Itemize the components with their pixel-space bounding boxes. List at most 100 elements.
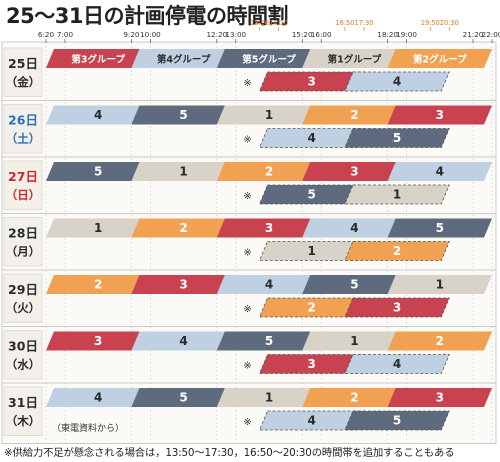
bar-label: 3 — [179, 278, 187, 292]
bar-label: 4 — [308, 131, 316, 145]
bar-label: 5 — [265, 334, 273, 348]
day-label-box — [3, 160, 43, 210]
day-label-box — [3, 217, 43, 267]
bar-label: 第3グループ — [71, 54, 125, 66]
bar-label: 5 — [179, 391, 187, 405]
outage-bar — [302, 275, 407, 294]
page-title: 25〜31日の計画停電の時間割 — [6, 4, 288, 28]
tick-label: 18:20 — [377, 30, 398, 39]
outage-bar — [46, 388, 151, 407]
bar-label: 5 — [308, 188, 316, 202]
bar-label: 3 — [436, 108, 444, 122]
bar-label: 4 — [179, 334, 187, 348]
outage-bar — [216, 275, 322, 294]
tick-label: 19:00 — [396, 30, 417, 39]
bar-label: 4 — [94, 108, 102, 122]
bar-label: 2 — [265, 165, 273, 179]
bar-label: 4 — [393, 357, 401, 371]
extra-outage-bar — [344, 410, 450, 431]
tick-label: 6:20 — [38, 30, 55, 39]
asterisk-mark: ※ — [243, 135, 251, 146]
extra-tick-label: 16:50 — [335, 19, 354, 27]
bar-label: 5 — [179, 108, 187, 122]
bar-label: 5 — [393, 131, 401, 145]
outage-bar — [302, 49, 407, 68]
outage-bar — [216, 331, 322, 351]
day-label-box — [3, 47, 43, 97]
tick-label: 15:20 — [292, 30, 313, 39]
outage-bar — [46, 162, 151, 181]
outage-bar — [302, 218, 407, 238]
bar-label: 4 — [308, 414, 316, 428]
extra-tick-label: 19:50 — [421, 19, 440, 27]
day-label-box — [3, 330, 43, 380]
tick-label: 12:20 — [206, 30, 227, 39]
outage-bar — [46, 275, 151, 294]
bar-label: 第5グループ — [242, 54, 296, 66]
bar-label: 3 — [94, 334, 102, 348]
extra-outage-bar — [344, 184, 450, 205]
day-weekday: （水） — [6, 358, 41, 372]
bar-label: 2 — [94, 278, 102, 292]
bar-label: 第2グループ — [413, 54, 467, 66]
outage-bar — [216, 388, 322, 407]
bar-label: 1 — [436, 278, 444, 292]
bar-label: 5 — [393, 414, 401, 428]
day-label-box — [3, 104, 43, 154]
day-weekday: （金） — [6, 75, 41, 89]
asterisk-mark: ※ — [243, 78, 251, 89]
bar-label: 3 — [265, 221, 273, 235]
bar-label: 5 — [94, 165, 102, 179]
outage-bar — [131, 218, 236, 238]
outage-bar — [387, 388, 492, 407]
outage-bar — [387, 218, 492, 238]
outage-bar — [46, 218, 151, 238]
outage-bar — [302, 388, 407, 407]
day-label-box — [3, 273, 43, 323]
extra-outage-bar — [344, 128, 450, 148]
outage-bar — [216, 105, 322, 125]
bar-label: 1 — [393, 188, 401, 202]
source-note: （東電資料から） — [52, 422, 124, 434]
footnote: ※供給力不足が懸念される場合は，13:50〜17:30，16:50〜20:30の… — [4, 447, 455, 459]
bar-label: 4 — [265, 278, 273, 292]
outage-bar — [131, 331, 236, 351]
extra-outage-bar — [344, 241, 450, 261]
day-date: 31日 — [8, 395, 38, 410]
bar-label: 5 — [350, 278, 358, 292]
bar-label: 3 — [308, 357, 316, 371]
asterisk-mark: ※ — [243, 304, 251, 315]
outage-bar — [131, 105, 236, 125]
bar-label: 4 — [436, 165, 444, 179]
day-date: 26日 — [8, 113, 38, 128]
bar-label: 3 — [393, 301, 401, 315]
day-weekday: （土） — [6, 132, 41, 146]
outage-bar — [387, 331, 492, 351]
outage-bar — [131, 388, 236, 407]
bar-label: 1 — [94, 221, 102, 235]
day-date: 28日 — [8, 226, 38, 241]
bar-label: 1 — [350, 334, 358, 348]
outage-bar — [387, 162, 492, 181]
day-date: 30日 — [8, 339, 38, 354]
extra-tick-label: 14:30 — [269, 19, 288, 27]
tick-label: 7:00 — [57, 30, 74, 39]
day-weekday: （日） — [6, 188, 41, 202]
outage-bar — [131, 162, 236, 181]
asterisk-mark: ※ — [243, 417, 251, 428]
outage-bar — [46, 49, 151, 68]
outage-bar — [302, 331, 407, 351]
outage-bar — [302, 105, 407, 125]
bar-label: 1 — [265, 108, 273, 122]
bar-label: 4 — [350, 221, 358, 235]
asterisk-mark: ※ — [243, 248, 251, 259]
bar-label: 3 — [350, 165, 358, 179]
outage-bar — [216, 218, 322, 238]
outage-bar — [387, 105, 492, 125]
bar-label: 2 — [308, 301, 316, 315]
day-date: 29日 — [8, 282, 38, 297]
extra-outage-bar — [344, 354, 450, 374]
bar-label: 3 — [436, 391, 444, 405]
day-weekday: （木） — [6, 414, 41, 428]
extra-outage-bar — [344, 71, 450, 92]
